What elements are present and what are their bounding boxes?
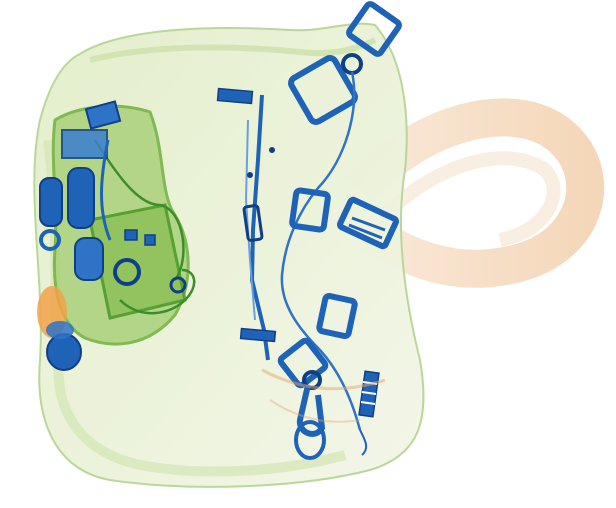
wire-loop-2	[119, 268, 196, 315]
component-strip	[84, 100, 122, 130]
strap-clip-top-right	[346, 1, 402, 57]
buckle-small	[242, 204, 264, 242]
lower-cable	[359, 429, 368, 456]
blue-lid	[46, 321, 74, 339]
buckle-mid-2-bars	[348, 216, 386, 240]
battery-cell-1	[39, 177, 63, 227]
buckle-mid-1	[289, 187, 331, 233]
bag-top-fold	[89, 37, 377, 63]
strap-edge-2	[269, 399, 361, 423]
bag-handle-loop	[345, 98, 605, 288]
component-cluster	[61, 129, 108, 159]
battery-cell-3	[74, 237, 104, 281]
rivet-1	[247, 172, 253, 178]
bag-handle-inner	[380, 151, 561, 247]
strap-clip-lower	[277, 337, 329, 389]
ribbon-cable	[100, 139, 112, 241]
zipper-pull-bottom	[239, 327, 277, 343]
lower-ring	[294, 420, 326, 460]
strap-buckle-rect	[288, 55, 358, 125]
battery-cell-2	[67, 167, 95, 229]
buckle-mid-3	[316, 293, 358, 339]
strap-edge	[261, 368, 386, 391]
cable-loop	[39, 229, 61, 251]
zipper-pull-top	[216, 87, 254, 105]
board-chips	[124, 229, 156, 246]
wire-loop-1	[93, 139, 185, 281]
motor-coil	[113, 258, 141, 286]
small-ring	[169, 276, 187, 294]
strap-cable	[280, 71, 362, 431]
buckle-mid-2	[336, 196, 400, 250]
blue-round-object	[46, 333, 82, 371]
rivet-2	[269, 147, 275, 153]
